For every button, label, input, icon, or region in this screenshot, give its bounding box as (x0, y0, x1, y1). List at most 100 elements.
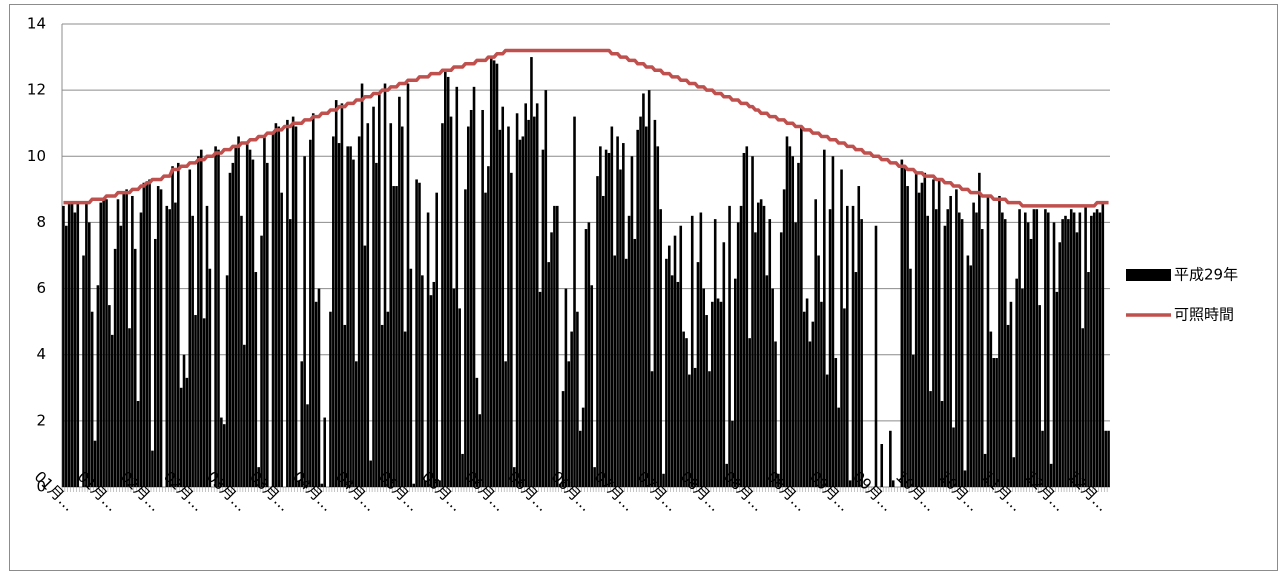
bar (202, 318, 206, 487)
bar (670, 275, 674, 487)
bar (300, 361, 304, 487)
bar (352, 159, 355, 488)
bar (340, 103, 344, 487)
bar (719, 301, 723, 487)
bar (530, 57, 533, 487)
bar (949, 195, 952, 487)
y-tick-label: 4 (36, 345, 46, 363)
bar (1104, 430, 1107, 487)
bar (955, 189, 958, 487)
bar (199, 149, 203, 487)
bar (817, 255, 820, 487)
bar (604, 149, 608, 487)
bar (998, 195, 1001, 487)
bar (989, 331, 993, 487)
bar (843, 308, 846, 487)
bar (231, 162, 235, 487)
bar (214, 146, 217, 487)
bar (667, 245, 671, 487)
bar (472, 86, 476, 487)
bar (578, 430, 582, 487)
bar (1095, 209, 1099, 487)
bar (501, 106, 505, 487)
y-tick-label: 8 (36, 213, 46, 231)
bar (455, 86, 459, 487)
bar (713, 219, 717, 487)
bar (550, 232, 553, 487)
bar (937, 179, 941, 487)
bar (567, 361, 571, 487)
bar (1090, 215, 1093, 488)
bar (673, 235, 677, 487)
bar (570, 331, 573, 487)
bar (624, 258, 628, 487)
bar (412, 483, 416, 487)
bar (510, 172, 513, 488)
bar (168, 209, 171, 487)
bar (222, 424, 226, 487)
bar (932, 179, 935, 487)
bar (762, 205, 766, 487)
bar (995, 358, 998, 487)
bar (1084, 205, 1087, 487)
bar (145, 182, 148, 487)
bar (619, 169, 622, 487)
bar (205, 205, 209, 487)
legend-swatch (1126, 269, 1171, 281)
bar (699, 212, 703, 487)
bar (693, 367, 697, 487)
bar (220, 417, 223, 487)
bar (696, 262, 700, 487)
bar (418, 182, 421, 487)
bar (708, 371, 711, 487)
bar (234, 146, 238, 487)
bar (705, 315, 708, 487)
legend-label: 平成29年 (1174, 266, 1238, 284)
bar (854, 272, 858, 487)
bar (581, 407, 585, 487)
bar (377, 93, 381, 487)
bar (139, 212, 143, 487)
bar (940, 401, 944, 487)
bar (748, 338, 751, 487)
bar (860, 219, 863, 487)
bar (518, 139, 522, 487)
bar (398, 96, 401, 487)
bar (1049, 463, 1053, 487)
bar (237, 136, 240, 487)
bar (245, 143, 249, 488)
bar (148, 179, 151, 487)
bar (1018, 209, 1021, 487)
bar (825, 374, 829, 487)
bar (415, 179, 418, 487)
bar (788, 146, 792, 487)
bar (217, 149, 220, 487)
bar (521, 136, 525, 487)
bar (972, 202, 975, 488)
bar (553, 205, 556, 487)
bar (547, 262, 550, 487)
bar (498, 129, 502, 488)
bar (1038, 305, 1041, 487)
bar (814, 199, 817, 487)
bar (688, 374, 691, 487)
bar (136, 401, 140, 487)
bar (1069, 209, 1073, 487)
bar (742, 152, 746, 487)
bar (355, 361, 358, 487)
bar (102, 199, 105, 487)
bar (125, 189, 128, 487)
bar (375, 162, 378, 487)
bar (461, 453, 464, 487)
bar (142, 182, 146, 487)
bar (848, 480, 852, 487)
bar (584, 229, 588, 488)
bar (131, 195, 134, 487)
bar (745, 146, 749, 487)
bar (802, 311, 806, 487)
bar (834, 358, 838, 487)
bar (736, 222, 740, 487)
bar (564, 288, 568, 487)
bar (739, 205, 743, 487)
